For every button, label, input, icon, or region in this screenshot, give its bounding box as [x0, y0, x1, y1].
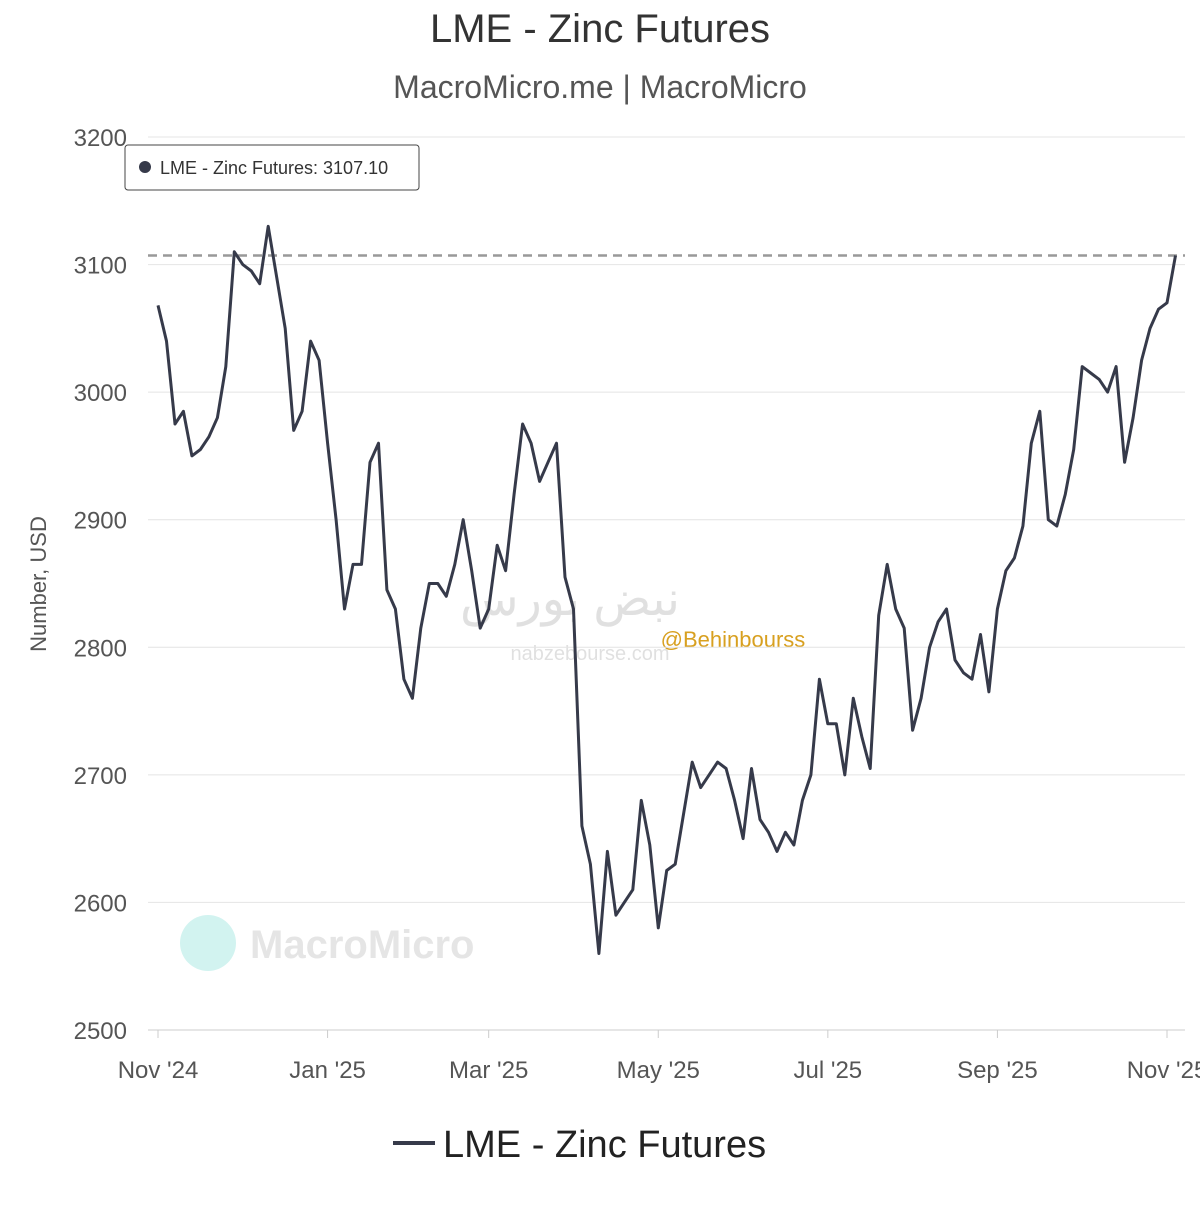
plot: 2500 2600 2700 2800 2900 3000 3100 3200 Nov '24 J… [74, 125, 1200, 1084]
x-tick-label: Jan '25 [289, 1057, 366, 1084]
x-tick-label: Mar '25 [449, 1057, 528, 1084]
y-tick-label: 3100 [74, 253, 127, 280]
chart-title: LME - Zinc Futures [430, 7, 770, 51]
chart-subtitle: MacroMicro.me | MacroMicro [393, 69, 807, 105]
watermark: @Behinbourss [661, 627, 806, 652]
watermark-group: MacroMicro nabzebourse.com نبض بورس [180, 573, 680, 971]
tooltip-text: LME - Zinc Futures: 3107.10 [160, 158, 388, 178]
y-tick-label: 2700 [74, 763, 127, 790]
watermark: nabzebourse.com [511, 643, 670, 665]
x-tick-label: Nov '24 [118, 1057, 199, 1084]
y-tick-label: 3200 [74, 125, 127, 152]
y-axis-label: Number, USD [26, 516, 51, 652]
tooltip-dot [139, 161, 151, 173]
x-tick-label: Sep '25 [957, 1057, 1038, 1084]
watermark: MacroMicro [250, 923, 475, 967]
line-series [156, 224, 1177, 955]
watermark-logo [180, 915, 236, 971]
y-tick-label: 2500 [74, 1018, 127, 1045]
y-tick-label: 2600 [74, 890, 127, 917]
x-tick-label: May '25 [617, 1057, 700, 1084]
x-tick-label: Jul '25 [794, 1057, 863, 1084]
legend-label[interactable]: LME - Zinc Futures [443, 1124, 766, 1166]
x-tick-label: Nov '25 [1127, 1057, 1200, 1084]
y-tick-label: 2900 [74, 508, 127, 535]
tooltip-box [124, 144, 420, 191]
y-tick-label: 3000 [74, 380, 127, 407]
y-tick-label: 2800 [74, 635, 127, 662]
